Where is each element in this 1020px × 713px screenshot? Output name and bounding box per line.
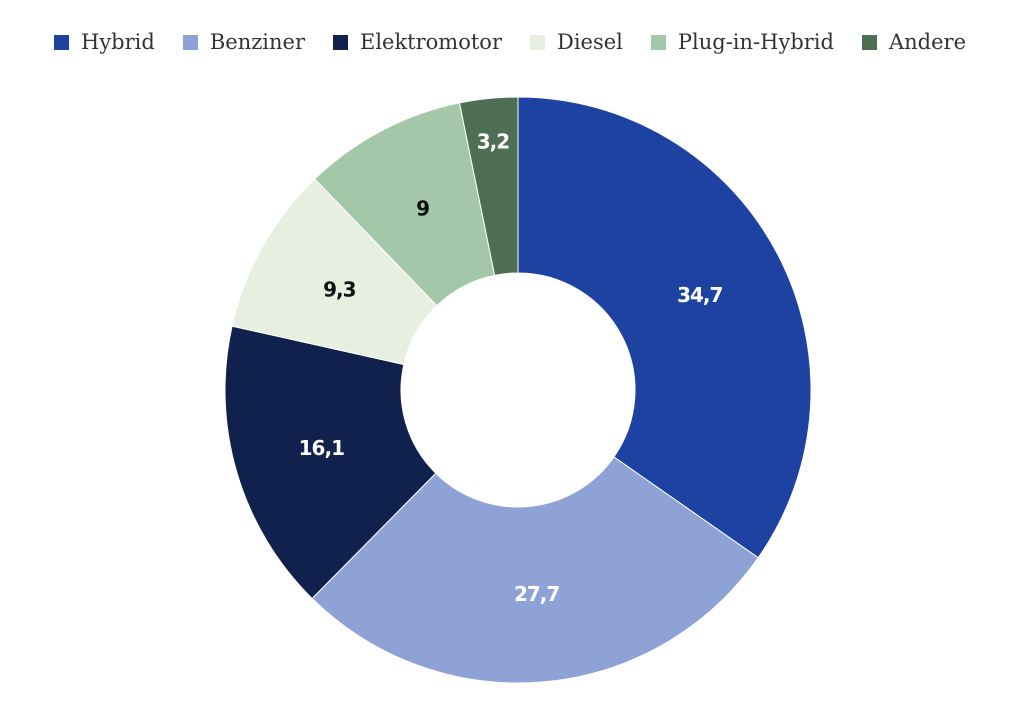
pie-slice[interactable] <box>311 456 759 684</box>
legend-item[interactable]: Diesel <box>529 30 623 54</box>
pie-slice[interactable] <box>458 96 519 276</box>
legend-item[interactable]: Andere <box>861 30 966 54</box>
legend-swatch <box>861 34 877 50</box>
legend-item[interactable]: Elektromotor <box>332 30 502 54</box>
legend-item[interactable]: Plug-in-Hybrid <box>650 30 834 54</box>
pie-slice[interactable] <box>517 96 812 559</box>
data-label: 9,3 <box>323 278 356 302</box>
legend-label: Benziner <box>209 30 305 54</box>
legend: Hybrid Benziner Elektromotor Diesel Plug-in-… <box>0 26 1020 58</box>
legend-swatch <box>182 34 198 50</box>
pie-slice[interactable] <box>224 325 437 600</box>
legend-label: Elektromotor <box>359 30 502 54</box>
legend-swatch <box>54 34 69 50</box>
legend-label: Hybrid <box>81 30 155 54</box>
legend-swatch <box>332 34 348 50</box>
data-label: 9 <box>416 197 429 221</box>
data-label: 27,7 <box>514 582 559 606</box>
legend-label: Diesel <box>556 30 623 54</box>
data-label: 3,2 <box>477 129 510 153</box>
legend-swatch <box>650 34 666 50</box>
legend-item[interactable]: Hybrid <box>54 30 155 54</box>
data-label: 16,1 <box>299 436 344 460</box>
legend-item[interactable]: Benziner <box>182 30 305 54</box>
legend-label: Plug-in-Hybrid <box>677 30 834 54</box>
legend-label: Andere <box>888 30 966 54</box>
pie-slice[interactable] <box>231 178 438 366</box>
legend-swatch <box>529 34 545 50</box>
data-label: 34,7 <box>677 283 722 307</box>
